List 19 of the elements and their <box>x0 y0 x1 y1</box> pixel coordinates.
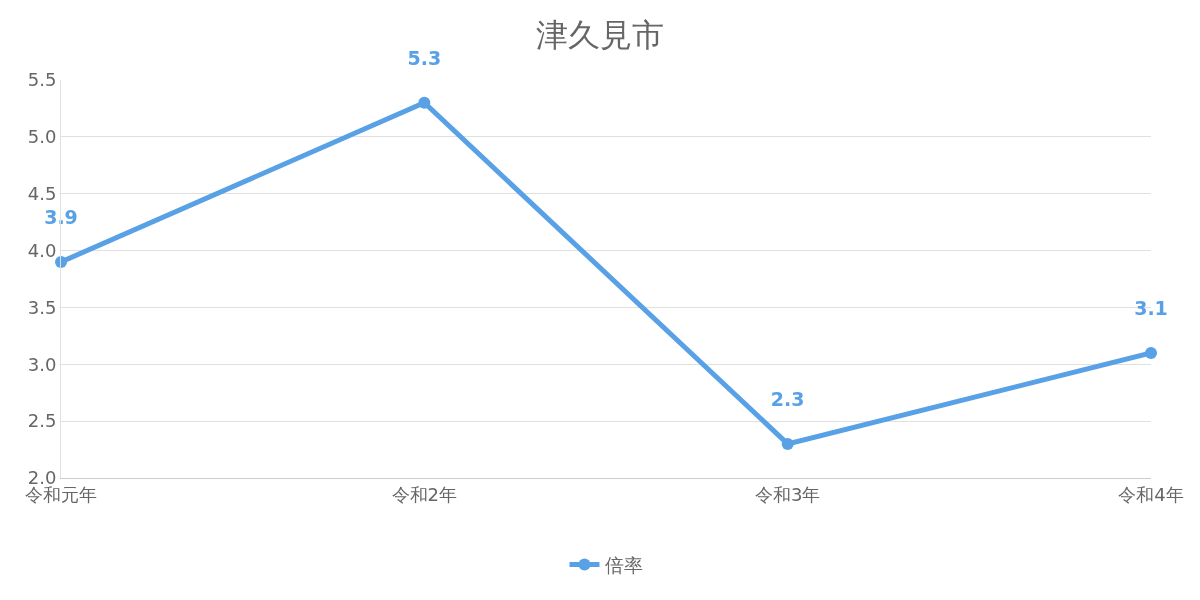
y-tick-label: 4.0 <box>27 239 57 261</box>
x-tick-label: 令和3年 <box>754 483 821 505</box>
legend-label: 倍率 <box>604 553 643 576</box>
y-tick-label: 3.5 <box>27 296 57 318</box>
x-tick-label: 令和4年 <box>1118 483 1184 505</box>
data-label: 3.9 <box>44 205 78 228</box>
data-label: 5.3 <box>407 46 442 69</box>
x-tick-label: 令和2年 <box>391 483 458 505</box>
y-tick-label: 4.5 <box>27 183 57 205</box>
y-tick-label: 5.0 <box>27 126 57 148</box>
point <box>1145 346 1157 359</box>
y-tick-label: 5.5 <box>27 69 57 91</box>
point <box>781 437 794 450</box>
data-label: 2.3 <box>770 387 805 410</box>
data-label: 3.1 <box>1134 296 1168 319</box>
point <box>418 96 431 109</box>
chart-title: 津久見市 <box>536 16 664 55</box>
y-tick-label: 2.5 <box>27 410 57 432</box>
y-tick-label: 3.0 <box>27 353 57 375</box>
